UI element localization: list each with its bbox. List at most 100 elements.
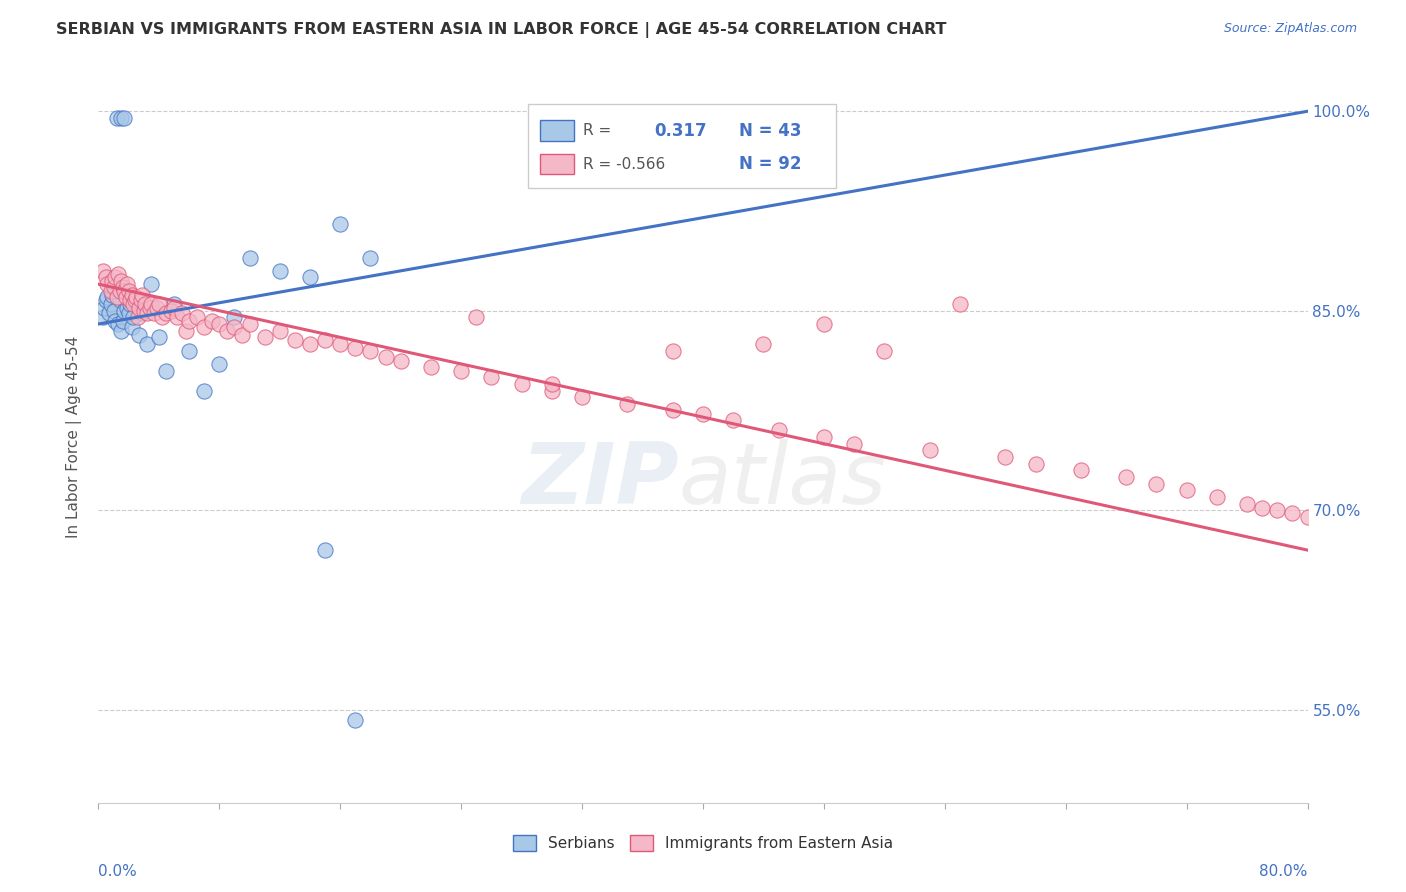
Point <box>193 384 215 398</box>
Point <box>1070 463 1092 477</box>
Point <box>253 330 276 344</box>
Point <box>344 714 367 728</box>
Point <box>918 443 941 458</box>
Point <box>389 354 412 368</box>
Point <box>571 390 593 404</box>
Point <box>201 314 224 328</box>
Point <box>121 319 143 334</box>
Point <box>94 270 117 285</box>
Point <box>1251 500 1274 515</box>
Point <box>101 275 124 289</box>
Point <box>481 370 503 384</box>
Point <box>108 293 131 307</box>
Text: R =: R = <box>583 123 612 138</box>
Point <box>150 310 173 325</box>
Point <box>141 277 163 292</box>
Point <box>661 403 683 417</box>
Point <box>100 297 122 311</box>
Text: SERBIAN VS IMMIGRANTS FROM EASTERN ASIA IN LABOR FORCE | AGE 45-54 CORRELATION C: SERBIAN VS IMMIGRANTS FROM EASTERN ASIA … <box>56 22 946 38</box>
Point <box>112 303 135 318</box>
Point <box>155 306 177 320</box>
Point <box>125 290 148 304</box>
Point <box>125 293 148 307</box>
Point <box>107 317 129 331</box>
Point <box>723 413 745 427</box>
Point <box>1115 470 1137 484</box>
Point <box>135 306 157 320</box>
Text: R = -0.566: R = -0.566 <box>583 157 665 172</box>
Point <box>813 430 835 444</box>
Point <box>114 284 136 298</box>
Point <box>148 330 170 344</box>
Point <box>101 287 124 301</box>
Text: 0.317: 0.317 <box>655 121 707 140</box>
Point <box>1146 476 1168 491</box>
Point <box>420 359 443 374</box>
Point <box>329 337 352 351</box>
Point <box>208 357 231 371</box>
Point <box>224 319 246 334</box>
Point <box>299 270 322 285</box>
Point <box>96 290 118 304</box>
Point <box>661 343 683 358</box>
Point <box>105 290 128 304</box>
Point <box>844 436 866 450</box>
Point <box>1236 497 1258 511</box>
Point <box>360 251 382 265</box>
Point <box>105 111 128 125</box>
Point <box>768 424 790 438</box>
Point <box>104 270 127 285</box>
Point <box>107 267 129 281</box>
Point <box>269 264 291 278</box>
Point <box>314 543 336 558</box>
Point <box>179 314 201 328</box>
Point <box>148 297 170 311</box>
Point <box>105 284 128 298</box>
Point <box>115 301 138 315</box>
Point <box>110 275 132 289</box>
Point <box>103 280 125 294</box>
Point <box>98 306 121 320</box>
Point <box>166 310 188 325</box>
Point <box>135 337 157 351</box>
Point <box>208 317 231 331</box>
Point <box>115 277 138 292</box>
Point <box>215 324 238 338</box>
Point <box>122 310 145 325</box>
Text: 0.0%: 0.0% <box>98 864 138 879</box>
Point <box>179 343 201 358</box>
Y-axis label: In Labor Force | Age 45-54: In Labor Force | Age 45-54 <box>66 336 83 538</box>
Text: ZIP: ZIP <box>522 440 679 523</box>
Point <box>128 327 150 342</box>
Point <box>170 306 193 320</box>
Point <box>692 408 714 422</box>
Point <box>129 293 152 307</box>
Point <box>128 301 150 315</box>
Point <box>1296 509 1319 524</box>
Point <box>100 284 122 298</box>
Point <box>139 301 162 315</box>
Point <box>163 301 186 315</box>
Point <box>131 287 153 301</box>
Point <box>134 297 156 311</box>
Point <box>284 333 307 347</box>
Point <box>1267 503 1289 517</box>
Point <box>155 363 177 377</box>
Point <box>127 310 149 325</box>
Point <box>131 306 153 320</box>
Point <box>94 293 117 307</box>
Point <box>1175 483 1198 498</box>
Point <box>360 343 382 358</box>
Point <box>752 337 775 351</box>
Point <box>465 310 488 325</box>
Point <box>224 310 246 325</box>
Point <box>994 450 1017 464</box>
Point <box>344 341 367 355</box>
Point <box>1281 506 1303 520</box>
Point <box>96 277 118 292</box>
Point <box>91 264 114 278</box>
Text: N = 43: N = 43 <box>740 121 801 140</box>
Point <box>949 297 972 311</box>
FancyBboxPatch shape <box>540 154 574 175</box>
Point <box>231 327 253 342</box>
